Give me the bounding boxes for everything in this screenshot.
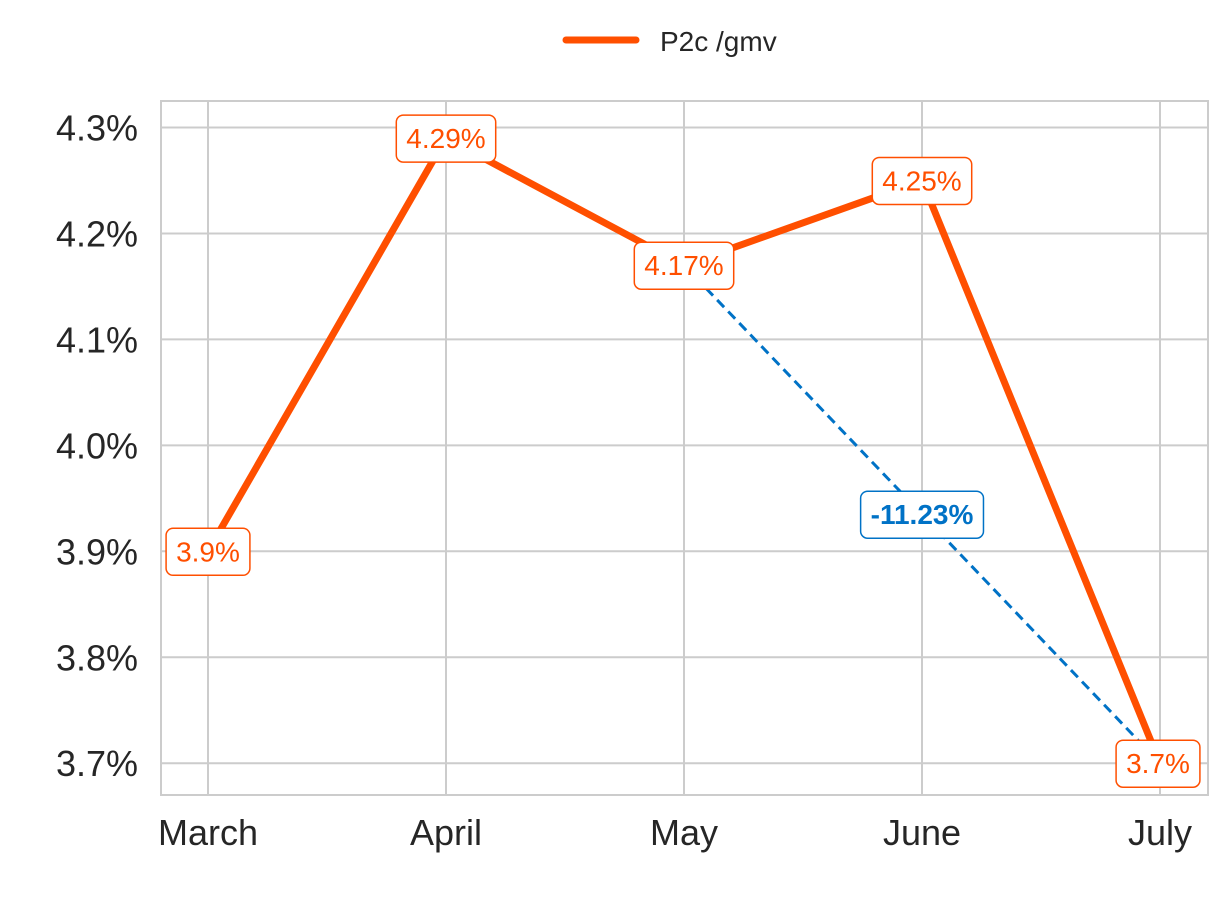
change-label-text: -11.23% <box>871 499 974 530</box>
data-label-text: 4.25% <box>882 165 961 196</box>
data-label-box <box>165 527 251 577</box>
x-tick-label: June <box>883 812 961 853</box>
y-tick-label: 4.2% <box>56 213 138 254</box>
y-axis: 3.7% 3.8% 3.9% 4.0% 4.1% 4.2% 4.3% <box>56 107 138 784</box>
data-label-text: 3.7% <box>1126 748 1190 779</box>
x-tick-label: May <box>650 812 718 853</box>
data-label: 3.7% <box>1115 739 1201 788</box>
data-label: 4.25% <box>871 156 973 206</box>
data-label-text: 4.29% <box>406 123 485 154</box>
y-tick-label: 4.3% <box>56 107 138 148</box>
data-label: 4.29% <box>395 114 497 163</box>
legend-label: P2c /gmv <box>660 26 777 57</box>
data-label-box <box>1115 739 1201 788</box>
data-label-box <box>395 114 497 163</box>
y-tick-label: 3.7% <box>56 743 138 784</box>
data-label-text: 3.9% <box>176 536 240 567</box>
plot-area-frame <box>160 100 1209 796</box>
data-label: 4.17% <box>633 241 735 290</box>
y-tick-label: 3.9% <box>56 531 138 572</box>
change-label: -11.23% <box>859 490 985 539</box>
data-labels: 3.9% 4.29% 4.17% 4.25% 3.7% -11.23% <box>165 114 1201 788</box>
y-tick-label: 4.1% <box>56 319 138 360</box>
data-label: 3.9% <box>165 527 251 577</box>
x-tick-label: March <box>158 812 258 853</box>
y-tick-label: 3.8% <box>56 637 138 678</box>
grid <box>161 101 1208 795</box>
data-label-box <box>871 156 973 206</box>
change-label-box <box>859 490 985 539</box>
x-tick-label: April <box>410 812 482 853</box>
data-label-text: 4.17% <box>644 250 723 281</box>
data-label-box <box>633 241 735 290</box>
legend: P2c /gmv <box>562 26 777 57</box>
y-tick-label: 4.0% <box>56 425 138 466</box>
x-tick-label: July <box>1128 812 1192 853</box>
x-axis: March April May June July <box>158 812 1192 853</box>
